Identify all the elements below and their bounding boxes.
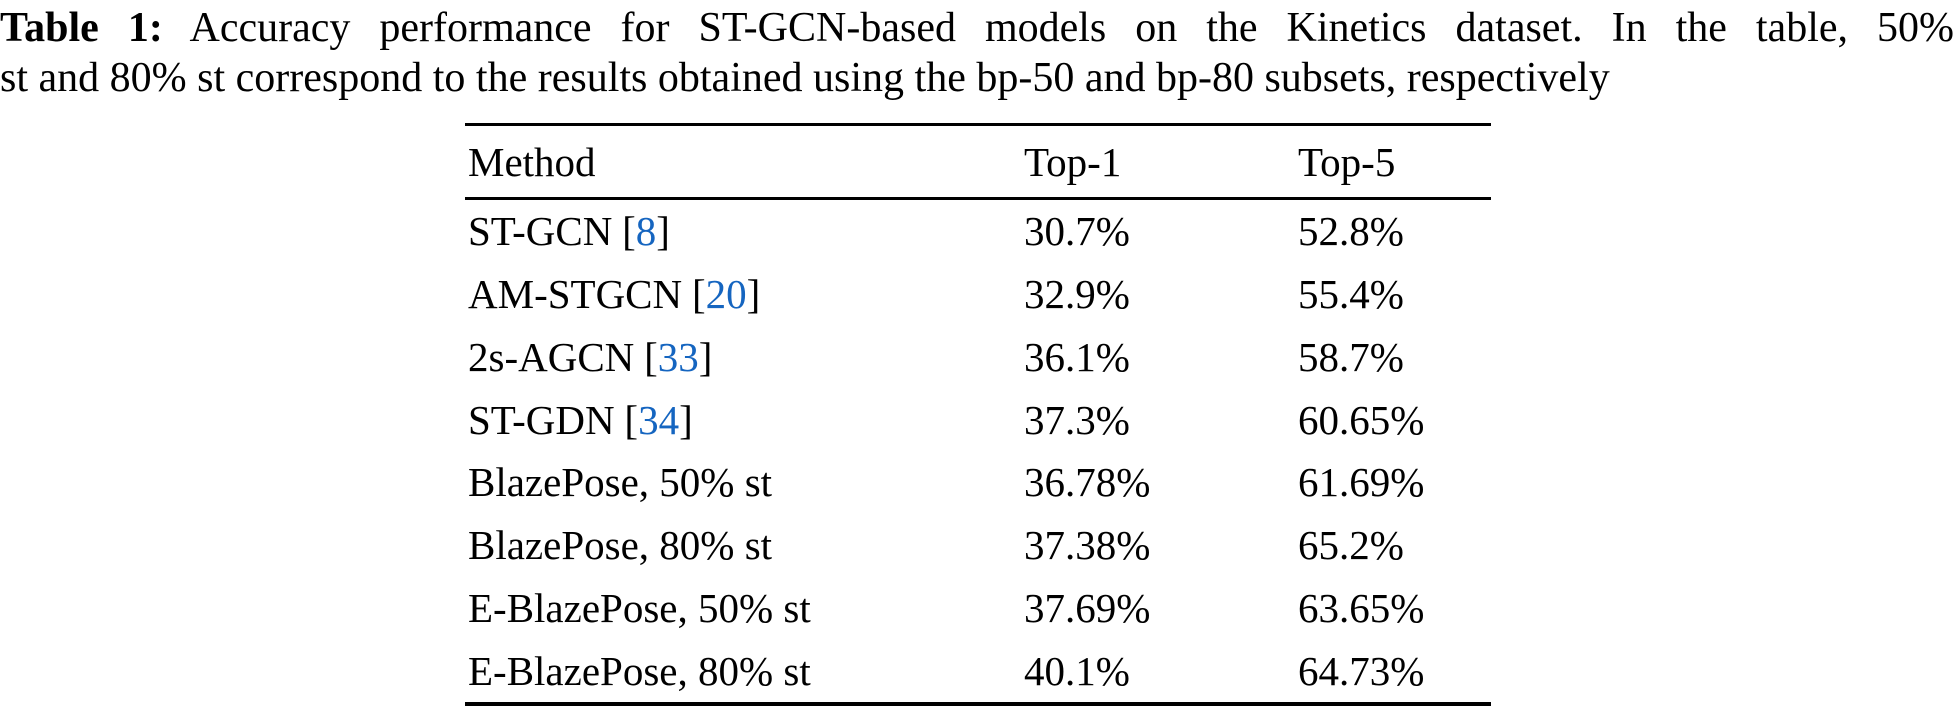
citation-bracket: ] [698,333,713,380]
method-name: 2s-AGCN [468,333,635,380]
citation-bracket: ] [679,396,693,443]
citation-number: 8 [635,208,657,255]
method-name: ST-GDN [468,396,615,443]
citation-ref[interactable]: [34] [624,397,692,443]
caption-line-2: st and 80% st correspond to the results … [0,55,1610,101]
method-name: E-BlazePose, 50% st [468,584,811,631]
method-cell: ST-GCN [8] [468,207,1024,255]
top1-cell: 40.1% [1024,647,1130,694]
table-caption: Table 1: Accuracy performance for ST-GCN… [0,3,1954,103]
top5-cell: 58.7% [1298,333,1404,380]
method-cell: BlazePose, 80% st [468,521,1024,569]
results-table: Method Top-1 Top-5 ST-GCN [8] 30.7% 52.8%… [465,123,1491,706]
table-bottom-rule [465,702,1491,706]
top5-cell: 64.73% [1298,647,1425,694]
table-row: AM-STGCN [20] 32.9% 55.4% [465,263,1491,326]
table-row: ST-GDN [34] 37.3% 60.65% [465,388,1491,451]
method-cell: BlazePose, 50% st [468,458,1024,506]
citation-number: 33 [657,333,699,380]
method-name: BlazePose, 80% st [468,522,773,569]
table-row: 2s-AGCN [33] 36.1% 58.7% [465,326,1491,389]
caption-line-1: Table 1: Accuracy performance for ST-GCN… [0,3,1954,53]
method-name: ST-GCN [468,208,613,255]
citation-bracket: ] [746,271,761,318]
top1-cell: 37.38% [1024,522,1151,569]
table-header-row: Method Top-1 Top-5 [465,126,1491,197]
table-row: BlazePose, 50% st 36.78% 61.69% [465,451,1491,514]
citation-bracket: [ [644,333,658,380]
top1-cell: 32.9% [1024,271,1130,318]
method-cell: ST-GDN [34] [468,396,1024,444]
top1-cell: 36.1% [1024,333,1130,380]
citation-bracket: ] [656,208,670,255]
table-mid-rule [465,197,1491,200]
citation-bracket: [ [624,396,639,443]
top5-cell: 65.2% [1298,522,1404,569]
method-cell: AM-STGCN [20] [468,270,1024,318]
table-row: E-BlazePose, 50% st 37.69% 63.65% [465,577,1491,640]
top5-cell: 52.8% [1298,208,1404,255]
top1-cell: 30.7% [1024,208,1130,255]
method-cell: E-BlazePose, 50% st [468,584,1024,632]
header-top5: Top-5 [1298,138,1396,185]
method-name: E-BlazePose, 80% st [468,647,811,694]
header-top1: Top-1 [1024,138,1122,185]
top1-cell: 36.78% [1024,459,1151,506]
top1-cell: 37.69% [1024,584,1151,631]
table-row: BlazePose, 80% st 37.38% 65.2% [465,514,1491,577]
citation-ref[interactable]: [8] [622,208,670,254]
table-top-rule [465,123,1491,126]
citation-bracket: [ [622,208,636,255]
top5-cell: 55.4% [1298,271,1404,318]
method-name: BlazePose, 50% st [468,459,773,506]
caption-text-1: Accuracy performance for ST-GCN-based mo… [189,5,1954,51]
caption-label: Table 1: [0,5,163,51]
method-name: AM-STGCN [468,271,683,318]
method-cell: 2s-AGCN [33] [468,333,1024,381]
top5-cell: 61.69% [1298,459,1425,506]
header-method: Method [468,138,596,185]
table-row: ST-GCN [8] 30.7% 52.8% [465,200,1491,263]
method-cell: E-BlazePose, 80% st [468,647,1024,695]
citation-ref[interactable]: [20] [692,271,760,317]
top5-cell: 63.65% [1298,584,1425,631]
top1-cell: 37.3% [1024,396,1130,443]
top5-cell: 60.65% [1298,396,1425,443]
citation-ref[interactable]: [33] [644,334,712,380]
citation-bracket: [ [691,271,706,318]
citation-number: 20 [705,271,747,318]
citation-number: 34 [638,396,680,443]
table-row: E-BlazePose, 80% st 40.1% 64.73% [465,639,1491,702]
